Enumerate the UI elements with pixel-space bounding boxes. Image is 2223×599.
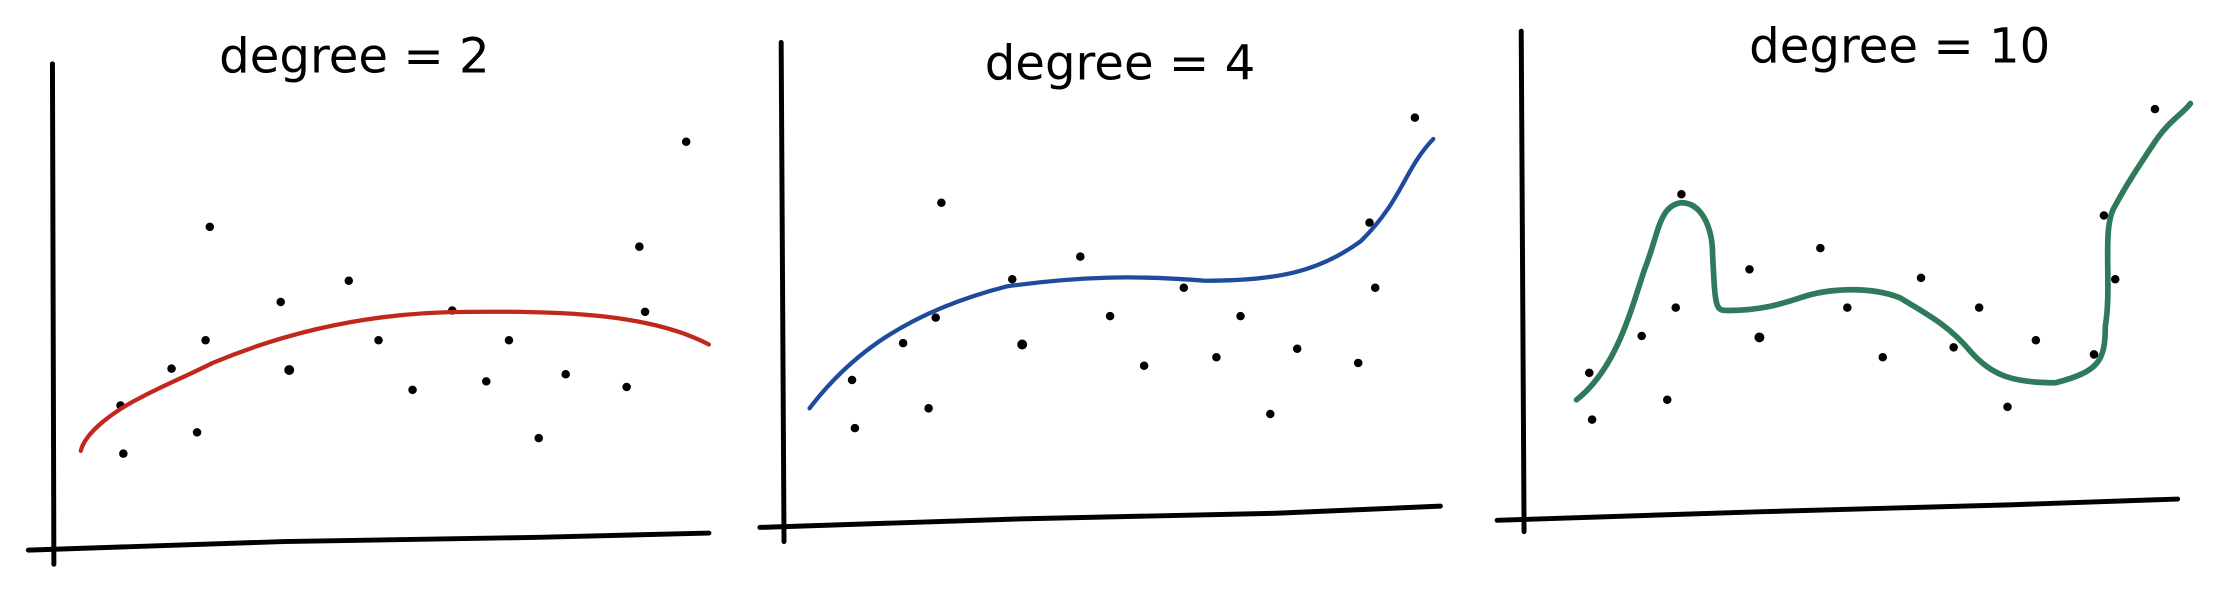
point [374, 336, 383, 345]
panel-title: degree = 4 [985, 36, 1256, 92]
point [937, 198, 946, 207]
point [1212, 353, 1221, 362]
point [640, 307, 650, 317]
point [1139, 361, 1149, 371]
x-axis [25, 530, 712, 553]
point [1292, 344, 1302, 354]
point [2003, 402, 2012, 412]
point [931, 313, 940, 322]
panel: degree = 10 [1494, 19, 2194, 535]
point [681, 137, 691, 147]
point [482, 377, 491, 386]
y-axis [49, 61, 57, 567]
point [192, 428, 202, 437]
point [2031, 336, 2041, 345]
point [1916, 273, 1926, 283]
point [408, 385, 417, 395]
point [1585, 368, 1594, 378]
panel: degree = 4 [757, 36, 1443, 545]
point [2099, 211, 2109, 220]
points [116, 137, 691, 458]
x-axis [1494, 496, 2181, 523]
point [167, 364, 176, 373]
point [2110, 275, 2120, 284]
point [201, 336, 210, 345]
point [2089, 350, 2099, 359]
points [1585, 104, 2160, 424]
point [1365, 218, 1374, 227]
point [1816, 243, 1825, 253]
point [635, 242, 644, 251]
point [1662, 395, 1672, 405]
point [1974, 303, 1984, 312]
point [534, 433, 543, 443]
point [504, 336, 514, 345]
point [1353, 358, 1363, 368]
point [1008, 275, 1017, 284]
fit-curve [78, 309, 711, 453]
fit-curve [1573, 100, 2194, 403]
point [1017, 339, 1028, 350]
point [284, 365, 295, 375]
y-axis [778, 40, 787, 545]
point [119, 449, 128, 458]
point [1076, 252, 1085, 261]
point [1949, 343, 1958, 352]
point [344, 276, 354, 285]
point [847, 375, 857, 385]
point [924, 404, 933, 413]
panel-title: degree = 2 [219, 29, 490, 85]
point [1236, 311, 1245, 321]
point [1754, 332, 1765, 343]
point [1179, 283, 1189, 293]
point [1266, 409, 1275, 419]
point [205, 222, 215, 232]
point [1677, 189, 1686, 199]
point [561, 370, 570, 379]
point [850, 423, 860, 433]
point [1843, 303, 1852, 312]
point [1370, 283, 1380, 293]
panel-title: degree = 10 [1749, 19, 2050, 75]
point [1410, 113, 1420, 122]
x-axis [757, 503, 1443, 530]
point [1745, 265, 1754, 274]
point [1878, 353, 1887, 362]
point [2150, 104, 2160, 114]
fit-curve [807, 136, 1436, 411]
point [898, 338, 908, 348]
y-axis [1518, 28, 1527, 535]
point [1637, 331, 1646, 341]
point [622, 382, 631, 392]
point [1587, 415, 1597, 424]
panel: degree = 2 [25, 29, 712, 567]
point [1671, 303, 1681, 312]
point [1105, 311, 1115, 321]
point [276, 297, 285, 307]
points [847, 113, 1420, 433]
